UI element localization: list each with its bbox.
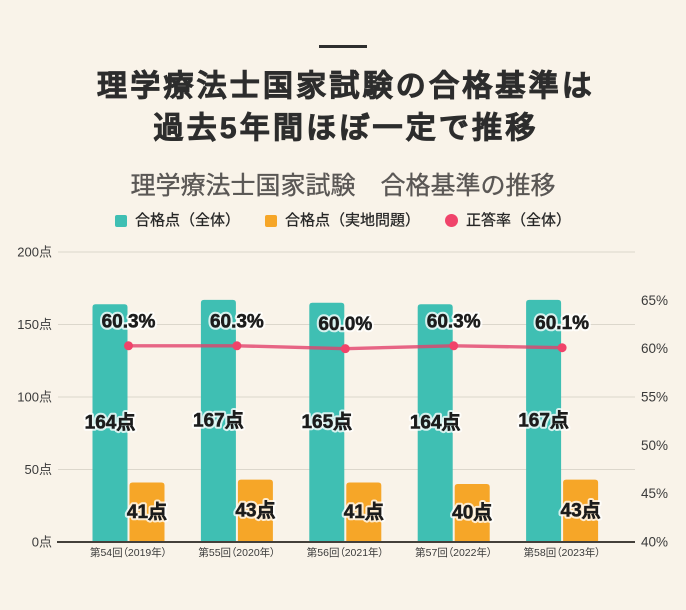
x-axis-category-label: 第56回（2021年） [307,546,384,559]
y-axis-left-tick-label: 100点 [17,390,52,405]
correct-rate-point [124,341,133,351]
y-axis-right-tick-label: 55% [641,390,668,405]
legend-item-total-pass-points: 合格点（全体） [114,212,240,229]
correct-rate-point [340,344,350,354]
bar-value-label-halo: 41点 [127,501,167,523]
bar-value-label-halo: 167点 [193,409,244,431]
bar-value-label: 43点 [235,499,275,521]
legend-item-practical-pass-points: 合格点（実地問題） [264,212,420,229]
correct-rate-point [449,341,459,351]
bar-value-label-halo: 165点 [301,411,352,433]
bar-value-label-halo: 41点 [344,501,384,523]
y-axis-left-tick-label: 50点 [25,462,52,477]
legend-item-correct-rate: 正答率（全体） [445,213,571,228]
x-axis-category-label: 第58回（2023年） [524,546,601,559]
bar-total-pass-points [309,302,345,542]
bar-value-label-halo: 164点 [85,412,136,434]
bar-value-label: 40点 [452,502,492,524]
y-axis-left-tick-label: 200点 [17,245,52,260]
page-title: 理学療法士国家試験の合格基準は 過去5年間ほぼ一定で推移 [3,66,686,150]
title-divider [319,45,367,48]
bar-value-label: 167点 [518,409,569,431]
legend: 合格点（全体） 合格点（実地問題） 正答率（全体） [0,208,686,233]
y-axis-right-tick-label: 65% [641,293,668,308]
bar-practical-pass-points [454,484,490,542]
rate-value-label: 60.1% [535,313,589,334]
bar-value-label: 41点 [344,501,384,523]
page-title-line2: 過去5年間ほぼ一定で推移 [153,112,539,146]
rate-value-label-halo: 60.3% [210,311,264,332]
y-axis-right-tick-label: 45% [641,486,668,501]
legend-label: 正答率（全体） [466,212,572,229]
bar-value-label-halo: 40点 [452,502,492,524]
bar-total-pass-points [417,304,453,542]
bar-total-pass-points [92,304,128,542]
chart-title: 理学療法士国家試験 合格基準の推移 [130,172,556,200]
rate-value-label: 60.3% [210,311,264,332]
bar-value-label: 41点 [127,501,167,523]
y-axis-right-tick-label: 60% [641,341,668,356]
bar-value-label-halo: 164点 [410,412,461,434]
bar-practical-pass-points [563,479,599,542]
page-title-line1: 理学療法士国家試験の合格基準は [97,70,595,104]
bar-value-label-halo: 43点 [235,499,275,521]
bar-value-label-halo: 43点 [561,499,601,521]
pink-circle-icon [445,214,458,227]
bar-value-label: 165点 [301,411,352,433]
rate-value-label-halo: 60.1% [535,313,589,334]
x-axis-category-label: 第57回（2022年） [415,546,492,559]
y-axis-right-tick-label: 50% [641,438,668,453]
correct-rate-point [232,341,242,351]
rate-value-label: 60.3% [102,311,156,332]
bar-value-label-halo: 167点 [518,409,569,431]
y-axis-right-tick-label: 40% [641,535,668,550]
legend-label: 合格点（全体） [134,212,240,229]
bar-practical-pass-points [129,482,165,542]
bar-practical-pass-points [237,479,273,542]
rate-value-label: 60.0% [318,314,372,335]
legend-label: 合格点（実地問題） [284,212,420,229]
bar-total-pass-points [526,299,562,542]
x-axis-category-label: 第54回（2019年） [90,546,167,559]
teal-square-icon [114,214,127,227]
bar-value-label: 164点 [410,412,461,434]
correct-rate-point [557,343,567,353]
rate-value-label: 60.3% [427,311,481,332]
bar-value-label: 43点 [561,499,601,521]
bar-value-label: 164点 [85,412,136,434]
y-axis-left-tick-label: 150点 [17,317,52,332]
bar-practical-pass-points [346,482,382,542]
x-axis-category-label: 第55回（2020年） [198,546,275,559]
rate-value-label-halo: 60.0% [318,314,372,335]
y-axis-left-tick-label: 0点 [32,535,52,550]
bar-value-label: 167点 [193,409,244,431]
rate-value-label-halo: 60.3% [102,311,156,332]
orange-square-icon [264,214,277,227]
rate-value-label-halo: 60.3% [427,311,481,332]
bar-total-pass-points [200,299,236,542]
